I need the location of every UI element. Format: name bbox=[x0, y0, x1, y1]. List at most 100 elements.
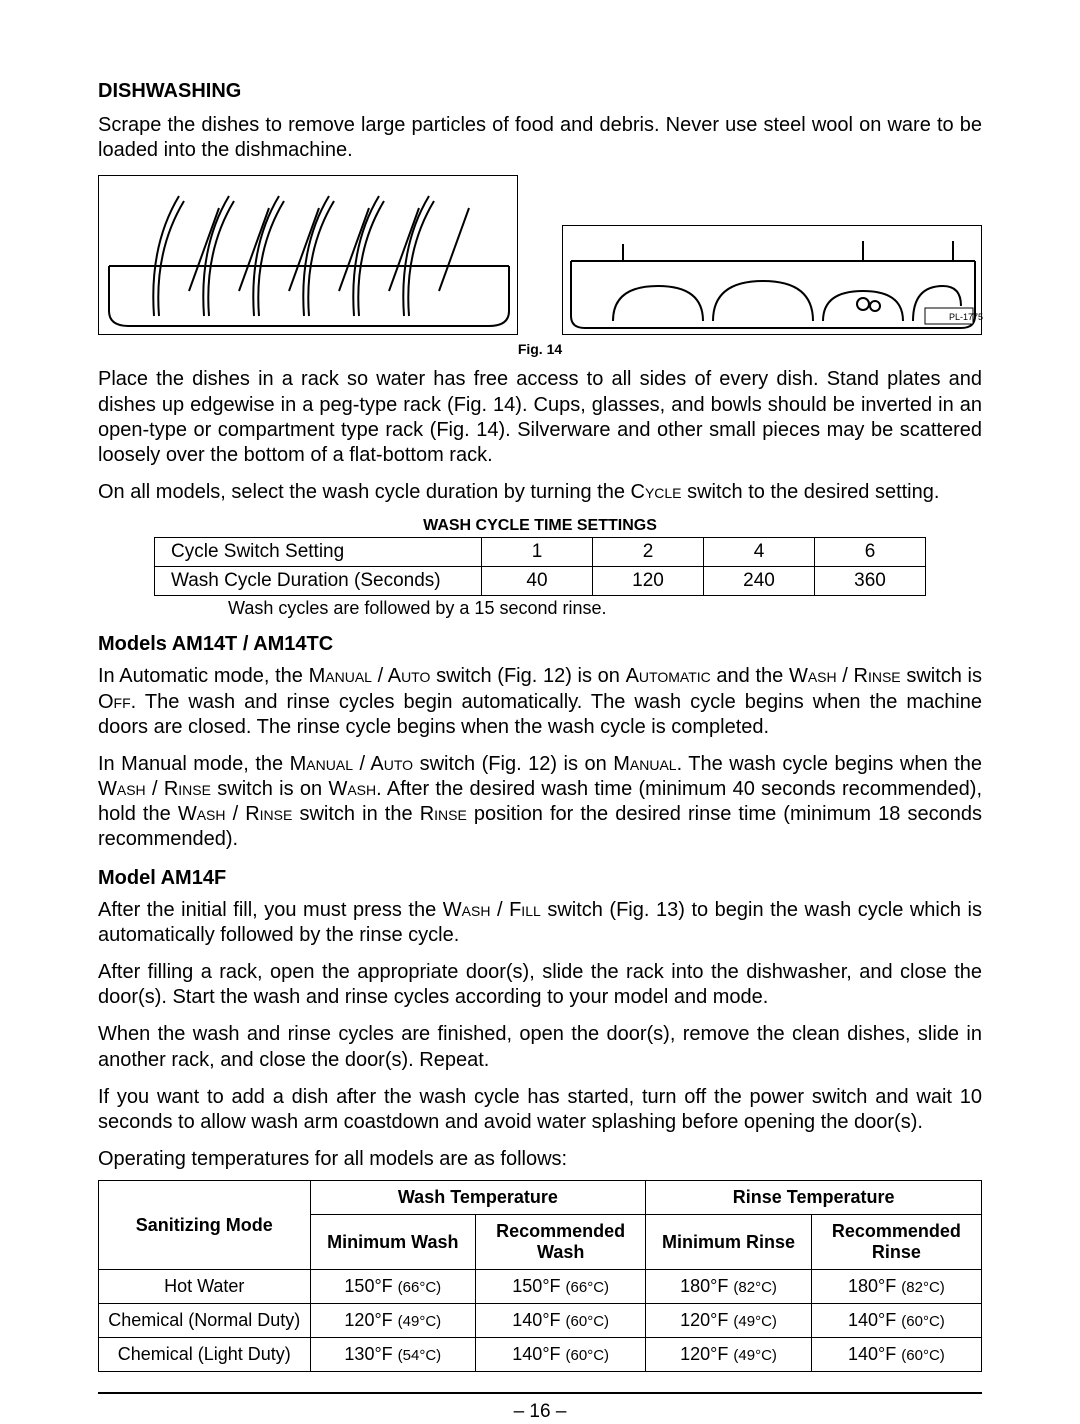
text: switch (Fig. 12) is on bbox=[430, 665, 625, 687]
cell: 130°F (54°C) bbox=[310, 1338, 476, 1372]
temp-f: 140°F bbox=[848, 1310, 896, 1330]
temp-c: (66°C) bbox=[566, 1279, 610, 1296]
table-row: Wash Cycle Duration (Seconds) 40 120 240… bbox=[155, 567, 926, 596]
temp-f: 140°F bbox=[848, 1344, 896, 1364]
place-paragraph: Place the dishes in a rack so water has … bbox=[98, 367, 982, 468]
cell: Cycle Switch Setting bbox=[155, 538, 482, 567]
cell: 120 bbox=[593, 567, 704, 596]
figure-row: PL-17755 bbox=[98, 175, 982, 335]
table-row: Chemical (Normal Duty) 120°F (49°C) 140°… bbox=[99, 1304, 982, 1338]
temp-f: 120°F bbox=[680, 1310, 728, 1330]
cell: 240 bbox=[704, 567, 815, 596]
cell: 180°F (82°C) bbox=[646, 1270, 812, 1304]
cell: 2 bbox=[593, 538, 704, 567]
temp-c: (82°C) bbox=[733, 1279, 777, 1296]
cycle-table-title: WASH CYCLE TIME SETTINGS bbox=[98, 517, 982, 535]
cell: 140°F (60°C) bbox=[811, 1304, 981, 1338]
fill-paragraph: After filling a rack, open the appropria… bbox=[98, 960, 982, 1010]
temp-f: 140°F bbox=[512, 1310, 560, 1330]
document-page: DISHWASHING Scrape the dishes to remove … bbox=[0, 0, 1080, 1397]
cell: Wash Cycle Duration (Seconds) bbox=[155, 567, 482, 596]
figure-caption: Fig. 14 bbox=[98, 341, 982, 357]
text: Wash / Fill bbox=[443, 899, 541, 921]
temp-c: (54°C) bbox=[398, 1347, 442, 1364]
cell: 120°F (49°C) bbox=[646, 1338, 812, 1372]
temp-c: (60°C) bbox=[901, 1347, 945, 1364]
cell: 120°F (49°C) bbox=[646, 1304, 812, 1338]
onall-paragraph: On all models, select the wash cycle dur… bbox=[98, 480, 982, 505]
cycle-table-footnote: Wash cycles are followed by a 15 second … bbox=[98, 598, 982, 619]
header-cell: Recommended Wash bbox=[476, 1215, 646, 1270]
figure-peg-rack bbox=[98, 175, 518, 335]
temp-c: (60°C) bbox=[566, 1313, 610, 1330]
text: . The wash and rinse cycles begin automa… bbox=[98, 691, 982, 738]
header-cell: Rinse Temperature bbox=[646, 1181, 982, 1215]
temp-f: 180°F bbox=[680, 1276, 728, 1296]
cell: 6 bbox=[815, 538, 926, 567]
header-cell: Minimum Rinse bbox=[646, 1215, 812, 1270]
optemp-paragraph: Operating temperatures for all models ar… bbox=[98, 1147, 982, 1172]
text: and the bbox=[711, 665, 789, 687]
text: Automatic bbox=[626, 665, 711, 687]
cell: Chemical (Normal Duty) bbox=[99, 1304, 311, 1338]
add-dish-paragraph: If you want to add a dish after the wash… bbox=[98, 1085, 982, 1135]
onall-pre: On all models, select the wash cycle dur… bbox=[98, 481, 631, 503]
temperature-table: Sanitizing Mode Wash Temperature Rinse T… bbox=[98, 1180, 982, 1372]
cycle-word: Cycle bbox=[631, 481, 682, 503]
temp-f: 150°F bbox=[512, 1276, 560, 1296]
dishwashing-heading: DISHWASHING bbox=[98, 80, 982, 103]
footer-rule bbox=[98, 1392, 982, 1394]
cycle-table: Cycle Switch Setting 1 2 4 6 Wash Cycle … bbox=[154, 537, 926, 596]
temp-c: (49°C) bbox=[733, 1347, 777, 1364]
pl-label: PL-17755 bbox=[949, 312, 983, 322]
cell: 140°F (60°C) bbox=[476, 1304, 646, 1338]
text: Wash bbox=[328, 778, 376, 800]
cell: 360 bbox=[815, 567, 926, 596]
header-cell: Minimum Wash bbox=[310, 1215, 476, 1270]
intro-paragraph: Scrape the dishes to remove large partic… bbox=[98, 113, 982, 163]
table-row: Hot Water 150°F (66°C) 150°F (66°C) 180°… bbox=[99, 1270, 982, 1304]
cell: 150°F (66°C) bbox=[476, 1270, 646, 1304]
models-am14t-heading: Models AM14T / AM14TC bbox=[98, 633, 982, 656]
text: In Manual mode, the bbox=[98, 753, 290, 775]
auto-mode-paragraph: In Automatic mode, the Manual / Auto swi… bbox=[98, 664, 982, 740]
model-am14f-heading: Model AM14F bbox=[98, 867, 982, 890]
text: switch is on bbox=[211, 778, 328, 800]
finish-paragraph: When the wash and rinse cycles are finis… bbox=[98, 1022, 982, 1072]
temp-c: (49°C) bbox=[398, 1313, 442, 1330]
text: Wash / Rinse bbox=[178, 803, 293, 825]
cell: 140°F (60°C) bbox=[476, 1338, 646, 1372]
temp-c: (49°C) bbox=[733, 1313, 777, 1330]
temp-f: 140°F bbox=[512, 1344, 560, 1364]
text: Manual bbox=[613, 753, 676, 775]
text: Manual / Auto bbox=[309, 665, 431, 687]
text: Wash / Rinse bbox=[98, 778, 211, 800]
table-row: Cycle Switch Setting 1 2 4 6 bbox=[155, 538, 926, 567]
temp-c: (82°C) bbox=[901, 1279, 945, 1296]
text: switch in the bbox=[292, 803, 419, 825]
text: Off bbox=[98, 691, 131, 713]
text: switch (Fig. 12) is on bbox=[413, 753, 613, 775]
temp-c: (60°C) bbox=[566, 1347, 610, 1364]
temp-f: 120°F bbox=[344, 1310, 392, 1330]
text: Manual / Auto bbox=[290, 753, 413, 775]
temp-f: 180°F bbox=[848, 1276, 896, 1296]
text: Wash / Rinse bbox=[789, 665, 901, 687]
cell: 140°F (60°C) bbox=[811, 1338, 981, 1372]
text: Rinse bbox=[420, 803, 467, 825]
header-cell: Wash Temperature bbox=[310, 1181, 646, 1215]
table-row: Sanitizing Mode Wash Temperature Rinse T… bbox=[99, 1181, 982, 1215]
header-cell: Sanitizing Mode bbox=[99, 1181, 311, 1270]
temp-c: (66°C) bbox=[398, 1279, 442, 1296]
temp-f: 120°F bbox=[680, 1344, 728, 1364]
text: After the initial fill, you must press t… bbox=[98, 899, 443, 921]
am14f-paragraph: After the initial fill, you must press t… bbox=[98, 898, 982, 948]
text: switch is bbox=[901, 665, 982, 687]
cell: 4 bbox=[704, 538, 815, 567]
header-cell: Recommended Rinse bbox=[811, 1215, 981, 1270]
manual-mode-paragraph: In Manual mode, the Manual / Auto switch… bbox=[98, 752, 982, 853]
page-number: – 16 – bbox=[98, 1400, 982, 1424]
text: . The wash cycle begins when the bbox=[677, 753, 982, 775]
cell: Chemical (Light Duty) bbox=[99, 1338, 311, 1372]
cell: 1 bbox=[482, 538, 593, 567]
